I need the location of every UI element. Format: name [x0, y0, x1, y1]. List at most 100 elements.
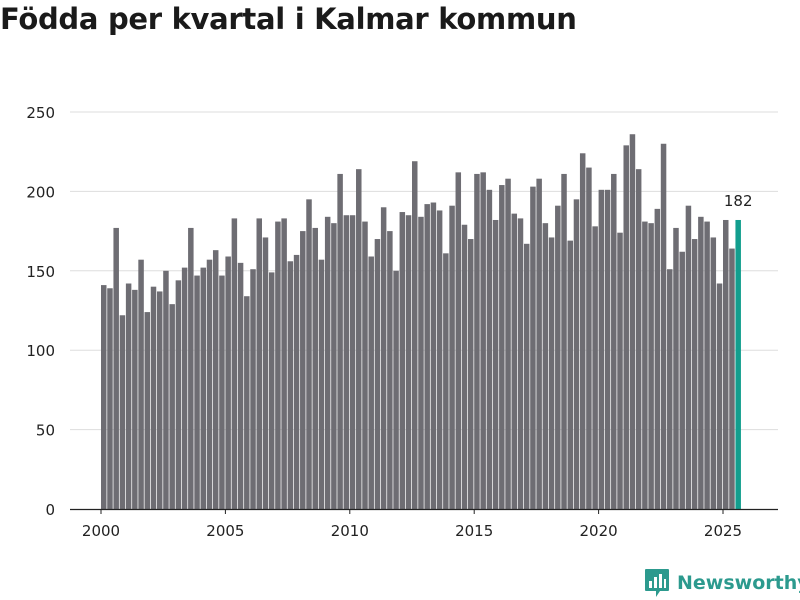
- bar: [312, 227, 318, 509]
- x-tick-label: 2020: [580, 522, 618, 540]
- bar: [107, 288, 113, 509]
- newsworthy-chart-icon: [645, 569, 669, 597]
- bar: [362, 221, 368, 509]
- bar: [704, 221, 710, 509]
- bar: [281, 218, 287, 509]
- x-tick-label: 2010: [331, 522, 369, 540]
- bar: [132, 289, 138, 509]
- bar: [461, 224, 468, 510]
- bar: [231, 218, 238, 509]
- x-axis-ticks: 2000 2005 2010 2015 2020 2025: [82, 509, 742, 540]
- bar: [300, 231, 306, 509]
- bar: [244, 296, 250, 509]
- bar: [343, 215, 350, 509]
- bar: [181, 267, 188, 509]
- x-tick-label: 2005: [206, 522, 244, 540]
- bar: [101, 285, 107, 509]
- chart-title: Födda per kvartal i Kalmar kommun: [0, 2, 577, 36]
- highlight-value-label: 182: [724, 192, 753, 210]
- bar: [573, 199, 580, 509]
- bar: [324, 216, 331, 510]
- y-tick-label: 50: [36, 422, 55, 440]
- bar: [150, 286, 157, 509]
- bar: [262, 237, 269, 509]
- bar: [499, 185, 505, 509]
- bar: [611, 173, 617, 509]
- bar: [654, 208, 661, 510]
- bar: [356, 169, 362, 509]
- bar: [436, 210, 443, 509]
- bar: [374, 239, 381, 510]
- bar: [119, 315, 126, 509]
- bar: [156, 291, 163, 509]
- bar: [467, 239, 474, 510]
- bar: [517, 218, 524, 509]
- x-tick-label: 2015: [455, 522, 493, 540]
- bar: [194, 275, 200, 509]
- bar: [648, 223, 654, 509]
- bar: [480, 172, 486, 509]
- bar: [405, 215, 412, 509]
- bar: [723, 219, 729, 509]
- bar: [293, 254, 300, 509]
- bar: [530, 186, 536, 510]
- bar: [523, 243, 530, 509]
- bar: [604, 189, 611, 509]
- bar: [200, 267, 207, 509]
- bar: [567, 240, 573, 510]
- bar: [486, 189, 493, 509]
- bar: [667, 269, 673, 509]
- bar: [598, 189, 605, 509]
- bar: [212, 250, 219, 509]
- bar: [430, 202, 437, 510]
- bar: [144, 312, 151, 509]
- bar: [673, 227, 679, 509]
- bar: [219, 275, 225, 509]
- bar: [542, 223, 549, 509]
- bar: [629, 134, 636, 509]
- bar: [163, 270, 169, 509]
- bar: [710, 237, 717, 509]
- bar: [412, 161, 418, 509]
- bar: [206, 259, 213, 509]
- bar: [586, 167, 592, 509]
- bar: [188, 227, 194, 509]
- bar: [387, 231, 393, 509]
- bar: [349, 215, 356, 509]
- bar: [424, 204, 430, 509]
- bar: [169, 304, 175, 509]
- bar: [449, 205, 455, 509]
- x-tick-label: 2025: [704, 522, 742, 540]
- y-tick-label: 150: [26, 263, 55, 281]
- bar: [592, 226, 598, 509]
- y-tick-label: 100: [26, 342, 55, 360]
- bar: [256, 218, 262, 509]
- bar: [511, 213, 518, 509]
- bar: [225, 256, 231, 509]
- bar: [250, 269, 256, 509]
- bar: [275, 221, 281, 509]
- bar: [368, 256, 374, 509]
- bar: [492, 219, 499, 509]
- bar: [536, 178, 542, 510]
- bar-highlight: [735, 219, 741, 509]
- bar: [175, 280, 182, 509]
- bar: [125, 283, 132, 509]
- logo-text: Newsworthy: [677, 572, 800, 594]
- bar: [660, 143, 667, 509]
- bar: [418, 216, 424, 510]
- bar: [443, 253, 449, 509]
- x-tick-label: 2000: [82, 522, 120, 540]
- bar: [685, 205, 692, 509]
- y-axis-ticks: 0 50 100 150 200 250: [26, 104, 55, 519]
- y-tick-label: 250: [26, 104, 55, 122]
- bar: [617, 232, 623, 510]
- bar: [318, 259, 325, 509]
- bar: [623, 145, 629, 509]
- bar: [729, 248, 735, 509]
- newsworthy-logo: Newsworthy: [644, 568, 800, 598]
- bar: [716, 283, 723, 509]
- bar: [474, 173, 480, 509]
- bar: [548, 237, 555, 509]
